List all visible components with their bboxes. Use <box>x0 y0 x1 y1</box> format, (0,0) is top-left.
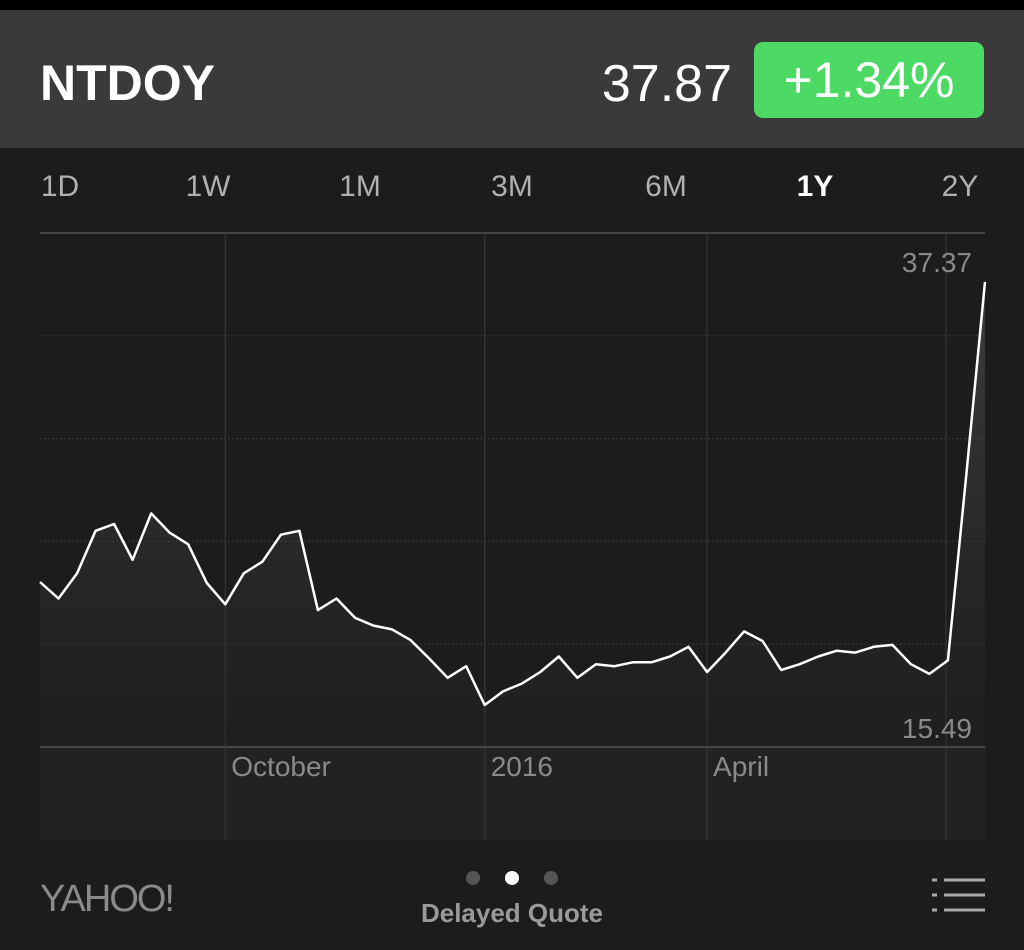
range-button[interactable]: 1D <box>40 170 80 203</box>
page-dot[interactable] <box>505 871 519 885</box>
range-button[interactable]: 3M <box>491 170 533 203</box>
range-button[interactable]: 1W <box>185 170 231 203</box>
low-label: 15.49 <box>902 713 972 744</box>
brand: YAHOO! <box>40 878 175 920</box>
quote-header: NTDOY 37.87 +1.34% <box>0 10 1024 148</box>
price: 37.87 <box>601 55 732 113</box>
volume-area <box>40 747 985 840</box>
range-button[interactable]: 1Y <box>796 170 834 203</box>
page-dot[interactable] <box>544 871 558 885</box>
status: Delayed Quote <box>420 898 604 928</box>
list-icon[interactable] <box>932 878 985 912</box>
high-label: 37.37 <box>902 247 972 278</box>
range-button[interactable]: 6M <box>645 170 687 203</box>
change-badge[interactable]: +1.34% <box>754 42 984 118</box>
symbol: NTDOY <box>40 55 215 111</box>
area-fill <box>40 281 985 747</box>
x-tick-label: 2016 <box>491 751 553 782</box>
range-button[interactable]: 2Y <box>941 170 979 203</box>
status-bar <box>0 0 1024 10</box>
x-tick-label: April <box>713 751 769 782</box>
range-button[interactable]: 1M <box>339 170 381 203</box>
page-dot[interactable] <box>466 871 480 885</box>
price-line <box>39 281 987 707</box>
x-tick-label: October <box>231 751 331 782</box>
